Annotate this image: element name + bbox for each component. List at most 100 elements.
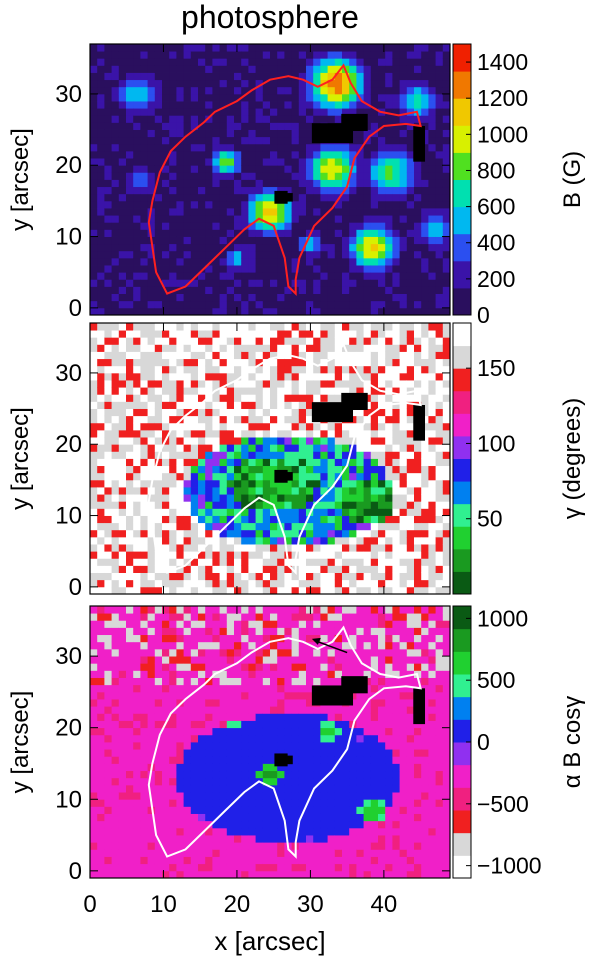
heatmap-cell [270, 613, 278, 621]
heatmap-cell [363, 494, 372, 502]
heatmap-cell [154, 115, 163, 123]
heatmap-cell [435, 558, 444, 566]
heatmap-cell [435, 158, 444, 166]
heatmap-cell [97, 586, 105, 594]
heatmap-cell [241, 193, 249, 202]
saturated-patch [283, 193, 293, 202]
heatmap-cell [219, 122, 228, 130]
heatmap-cell [190, 620, 199, 628]
heatmap-cell [219, 358, 228, 367]
heatmap-cell [154, 101, 163, 109]
heatmap-cell [176, 465, 184, 474]
heatmap-cell [327, 72, 336, 81]
heatmap-cell [176, 784, 184, 793]
heatmap-cell [378, 165, 386, 173]
heatmap-cell [198, 394, 206, 402]
heatmap-cell [97, 108, 105, 116]
heatmap-cell [198, 684, 206, 693]
heatmap-cell [140, 465, 148, 474]
heatmap-cell [414, 494, 422, 502]
heatmap-cell [428, 129, 436, 138]
heatmap-cell [342, 551, 350, 559]
heatmap-cell [248, 663, 256, 671]
heatmap-cell [406, 337, 415, 345]
heatmap-cell [291, 179, 300, 188]
heatmap-cell [111, 784, 120, 793]
heatmap-cell [298, 286, 307, 294]
heatmap-cell [414, 544, 422, 552]
heatmap-cell [356, 300, 364, 309]
heatmap-cell [334, 394, 343, 402]
heatmap-cell [406, 551, 415, 559]
heatmap-cell [133, 451, 141, 459]
heatmap-cell [414, 265, 422, 273]
heatmap-cell [298, 215, 307, 223]
heatmap-cell [104, 380, 112, 388]
heatmap-cell [147, 784, 156, 793]
heatmap-cell [342, 236, 350, 245]
heatmap-cell [241, 44, 249, 52]
heatmap-cell [248, 472, 256, 481]
heatmap-cell [277, 479, 285, 488]
heatmap-cell [421, 529, 429, 538]
heatmap-cell [248, 422, 256, 431]
heatmap-cell [406, 437, 415, 445]
heatmap-cell [198, 215, 206, 223]
heatmap-cell [162, 606, 170, 614]
heatmap-cell [399, 422, 408, 431]
heatmap-cell [248, 792, 256, 800]
heatmap-cell [154, 494, 163, 502]
heatmap-cell [414, 572, 422, 581]
saturated-patch [413, 405, 426, 441]
heatmap-cell [421, 579, 429, 588]
heatmap-cell [162, 501, 170, 509]
heatmap-cell [219, 606, 228, 614]
heatmap-cell [226, 143, 235, 152]
heatmap-cell [140, 515, 148, 524]
heatmap-cell [327, 250, 336, 259]
heatmap-cell [270, 387, 278, 395]
heatmap-cell [162, 265, 170, 273]
heatmap-cell [234, 706, 242, 714]
heatmap-cell [270, 293, 278, 302]
heatmap-cell [363, 86, 372, 95]
heatmap-cell [126, 58, 134, 66]
heatmap-cell [226, 79, 235, 88]
heatmap-cell [342, 544, 350, 552]
heatmap-cell [414, 487, 422, 495]
heatmap-cell [399, 79, 408, 88]
heatmap-cell [111, 536, 120, 545]
heatmap-cell [270, 627, 278, 636]
heatmap-cell [133, 742, 141, 750]
heatmap-cell [111, 806, 120, 814]
heatmap-cell [277, 627, 285, 636]
heatmap-cell [176, 501, 184, 509]
heatmap-cell [176, 193, 184, 202]
heatmap-cell [356, 544, 364, 552]
heatmap-cell [399, 208, 408, 216]
heatmap-cell [291, 770, 300, 779]
heatmap-cell [298, 544, 307, 552]
figure-title: photosphere [181, 0, 359, 35]
heatmap-cell [313, 86, 321, 95]
heatmap-cell [154, 422, 163, 431]
heatmap-cell [435, 300, 444, 309]
heatmap-cell [313, 351, 321, 360]
heatmap-cell [198, 727, 206, 736]
heatmap-cell [234, 437, 242, 445]
heatmap-cell [212, 565, 220, 573]
heatmap-cell [248, 677, 256, 686]
heatmap-cell [126, 720, 134, 729]
heatmap-cell [320, 279, 328, 287]
heatmap-cell [147, 606, 156, 614]
heatmap-cell [234, 86, 242, 95]
heatmap-cell [118, 279, 127, 287]
heatmap-cell [198, 372, 206, 381]
heatmap-cell [97, 501, 105, 509]
heatmap-cell [277, 620, 285, 628]
heatmap-cell [334, 65, 343, 73]
heatmap-cell [392, 515, 400, 524]
heatmap-cell [162, 706, 170, 714]
heatmap-cell [147, 179, 156, 188]
heatmap-cell [205, 272, 213, 280]
